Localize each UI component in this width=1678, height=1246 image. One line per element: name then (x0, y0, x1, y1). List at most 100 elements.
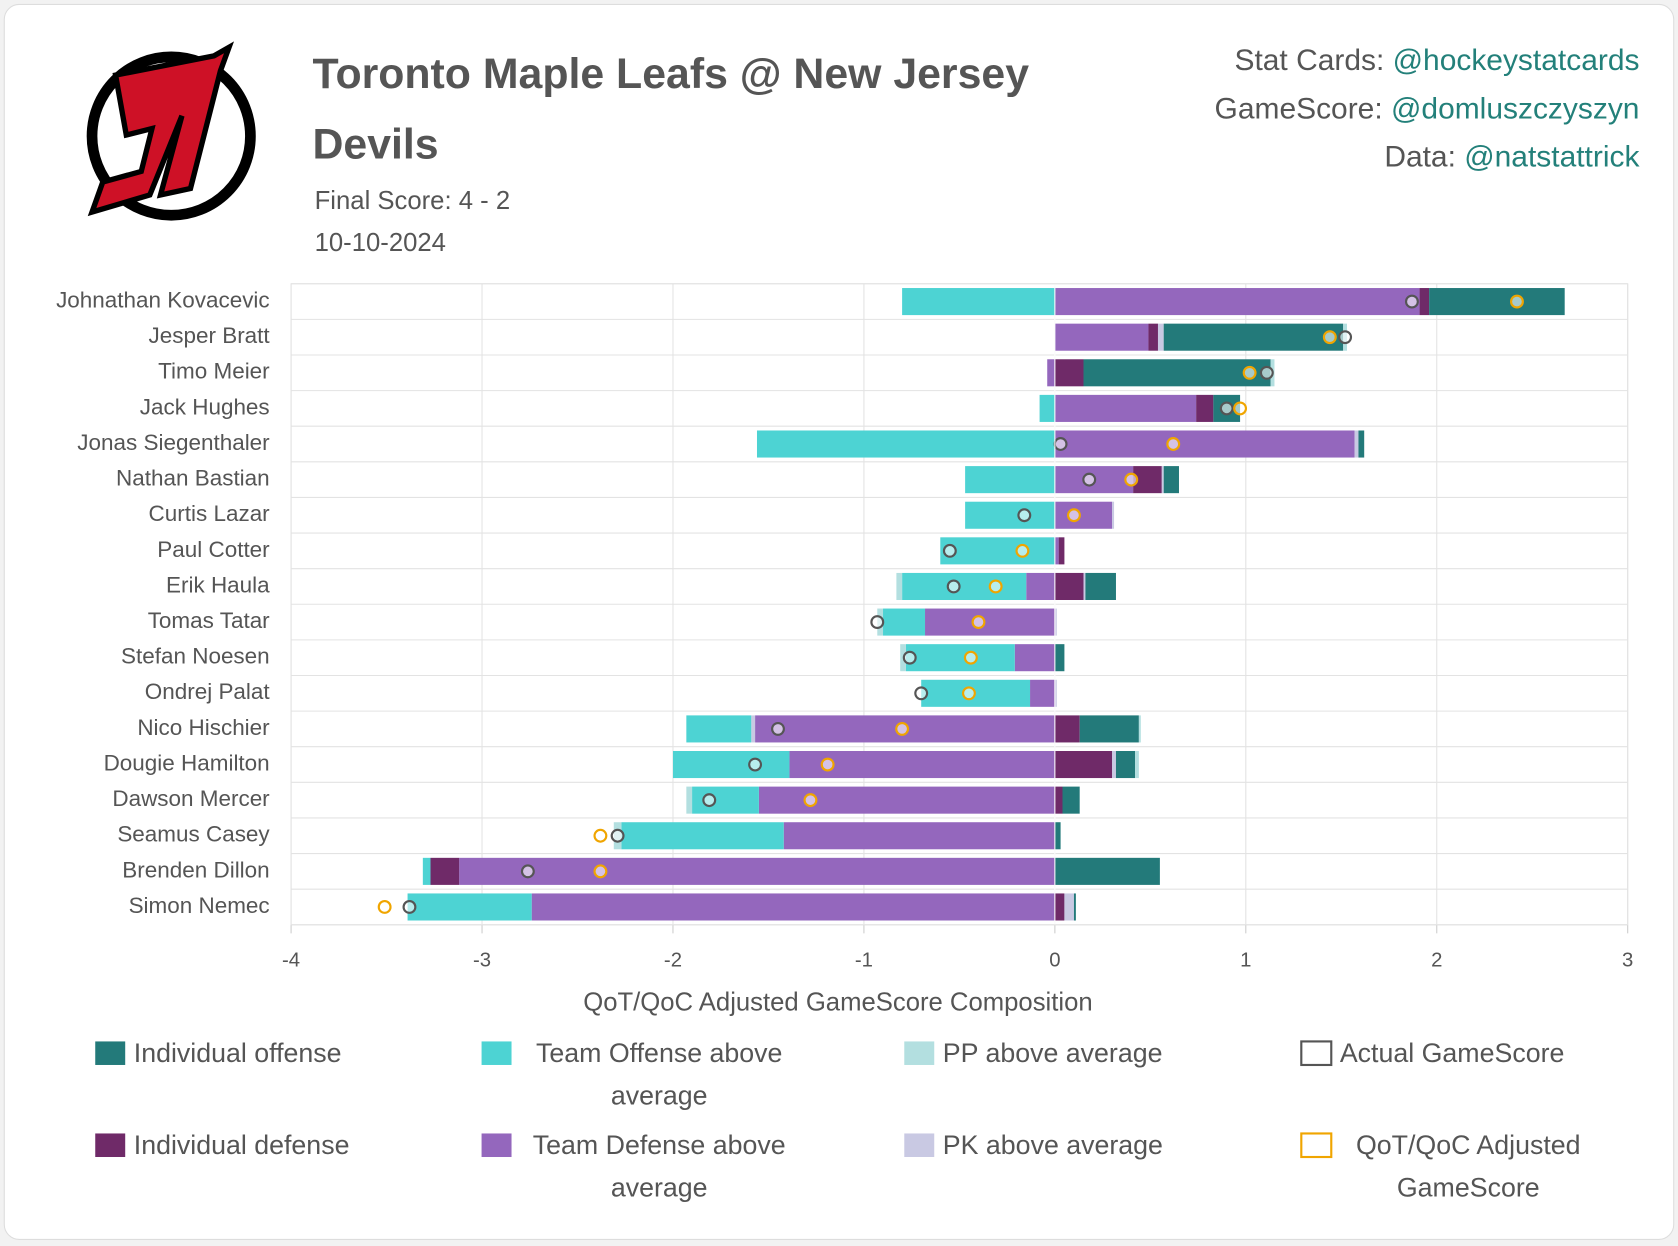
x-tick-label: -1 (855, 950, 873, 972)
gamescore-marker (1322, 330, 1337, 345)
y-tick-label: Johnathan Kovacevic (56, 288, 270, 313)
gamescore-marker (1067, 508, 1081, 523)
bar-segment (902, 288, 1055, 316)
bar-segment (883, 608, 926, 636)
y-tick-label: Timo Meier (158, 359, 270, 384)
bar-segment (1196, 394, 1214, 422)
bar-segment (692, 786, 759, 814)
x-tick-label: -2 (664, 950, 682, 972)
bar-segment (1085, 572, 1116, 600)
bar-segment (925, 608, 1055, 636)
bar-segment (1054, 679, 1057, 707)
bar-segment (1026, 572, 1055, 600)
bar-segment (531, 893, 1055, 921)
plot-frame (290, 283, 1629, 926)
bar-segment (896, 572, 903, 600)
y-tick-label: Jonas Siegenthaler (77, 430, 270, 455)
bar-segment (940, 537, 1055, 565)
gamescore-marker (1082, 472, 1097, 487)
x-tick-label: -4 (282, 950, 300, 972)
y-tick-label: Stefan Noesen (121, 644, 270, 669)
gamescore-marker (402, 900, 417, 914)
y-tick-label: Tomas Tatar (148, 608, 270, 633)
bar-segment (1161, 466, 1164, 494)
gamescore-marker (771, 721, 785, 736)
y-tick-label: Curtis Lazar (149, 501, 271, 526)
legend-label-box: QoT/QoC Adjusted GameScore (1356, 1130, 1581, 1203)
bar-segment (1358, 430, 1365, 458)
y-tick-label: Seamus Casey (117, 822, 270, 847)
x-tick-label: 0 (1049, 950, 1060, 972)
bar-segment (1054, 430, 1355, 458)
legend-label-box: Actual GameScore (1340, 1038, 1565, 1068)
gamescore-marker (702, 793, 717, 808)
bar-segment (1054, 323, 1149, 351)
y-tick-label: Dawson Mercer (112, 786, 270, 811)
bar-segment (1054, 394, 1197, 422)
bar-segment (459, 857, 1055, 885)
bar-segment (902, 572, 1027, 600)
bar-segment (1054, 537, 1059, 565)
chart-title: Toronto Maple Leafs @ New Jersey Devils (312, 50, 1030, 169)
credit-label: GameScore: (1215, 92, 1383, 125)
bar-segment (1058, 537, 1065, 565)
legend-label: Individual offense (133, 1038, 342, 1069)
bar-segment (672, 750, 790, 779)
y-tick-label: Simon Nemec (129, 893, 270, 918)
legend-label-box: Team Defense above average (532, 1130, 786, 1204)
gamescore-marker (377, 900, 392, 914)
bar-segment (1054, 501, 1113, 529)
legend-swatch (95, 1133, 126, 1158)
bar-segment (1014, 644, 1055, 672)
gamescore-marker (971, 615, 986, 630)
legend-swatch (481, 1133, 512, 1158)
bar-segment (407, 893, 532, 921)
legend-label: PP above average (942, 1038, 1163, 1069)
legend-swatch (95, 1041, 126, 1065)
credit-label: Stat Cards: (1234, 44, 1384, 77)
bar-segment (783, 822, 1055, 850)
y-tick-label: Paul Cotter (157, 537, 270, 562)
legend-label: Team Defense above average (532, 1130, 786, 1204)
gamescore-marker (963, 650, 978, 665)
gamescore-marker (1017, 508, 1032, 523)
y-tick-label: Nico Hischier (137, 715, 270, 740)
bar-segment (1054, 608, 1057, 636)
bar-segment (1083, 572, 1086, 600)
x-tick-label: 1 (1240, 950, 1251, 972)
bar-segment (1157, 323, 1164, 351)
bar-segment (1138, 715, 1141, 743)
bar-segment (422, 857, 431, 885)
bar-segment (1047, 359, 1055, 387)
legend-swatch (481, 1041, 512, 1065)
bar-segment (430, 857, 460, 885)
bar-segment (1064, 893, 1074, 921)
gamescore-marker (803, 793, 818, 808)
bar-segment (1163, 323, 1344, 351)
bar-segment (905, 644, 1015, 672)
x-tick-label: 2 (1431, 950, 1442, 972)
bar-segment (1079, 715, 1139, 743)
credit: GameScore: @domluszczyszyn (1215, 92, 1640, 125)
bar-segment (1148, 323, 1158, 351)
bar-segment (1054, 857, 1160, 885)
bar-segment (751, 715, 756, 743)
title-box: Toronto Maple Leafs @ New Jersey Devils (312, 50, 1030, 169)
legend-swatch (1300, 1132, 1333, 1159)
gamescore-marker (1242, 365, 1257, 380)
bar-segment (1083, 359, 1271, 387)
bar-segment (621, 822, 784, 850)
y-tick-label: Jack Hughes (140, 394, 270, 419)
credit-label: Data: (1384, 140, 1456, 173)
bar-segment (1054, 893, 1065, 921)
bar-segment (1112, 501, 1115, 529)
bar-segment (1062, 786, 1080, 814)
x-axis-label: QoT/QoC Adjusted GameScore Composition (583, 989, 1092, 1017)
credit: Data: @natstattrick (1384, 140, 1640, 173)
bar-segment (1429, 288, 1565, 316)
gamescore-marker (820, 757, 835, 772)
bar-segment (1354, 430, 1359, 458)
legend-label: Team Offense above average (536, 1038, 783, 1111)
